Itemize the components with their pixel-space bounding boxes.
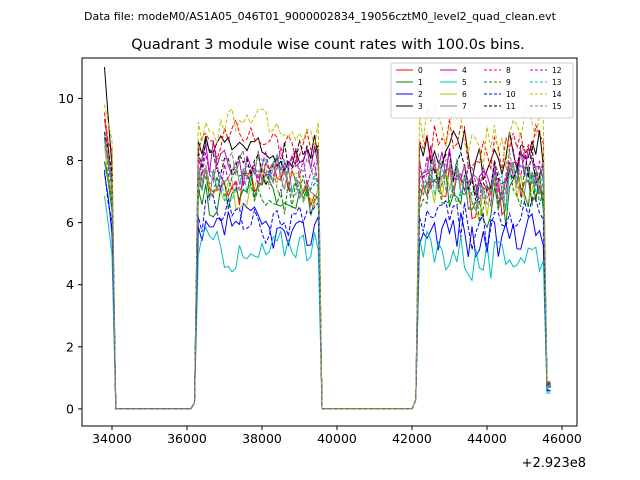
legend-frame — [390, 62, 574, 119]
legend-label-4: 4 — [462, 66, 467, 75]
x-tick-label-36000: 36000 — [167, 431, 207, 446]
x-tick-label-44000: 44000 — [467, 431, 507, 446]
axis-ticks: 34000 36000 38000 40000 42000 44000 46000 0 2 4 6 8… — [58, 91, 582, 446]
legend-label-14: 14 — [552, 90, 562, 99]
legend-label-2: 2 — [418, 90, 423, 99]
legend-label-7: 7 — [462, 102, 467, 111]
y-tick-label-10: 10 — [58, 91, 74, 106]
legend-label-8: 8 — [506, 66, 511, 75]
legend-label-6: 6 — [462, 90, 467, 99]
x-tick-label-38000: 38000 — [242, 431, 282, 446]
x-offset-label: +2.923e8 — [522, 456, 586, 471]
legend-label-11: 11 — [506, 102, 516, 111]
y-tick-label-4: 4 — [66, 277, 74, 292]
plot-frame — [81, 57, 578, 427]
x-tick-label-40000: 40000 — [317, 431, 357, 446]
x-tick-label-46000: 46000 — [542, 431, 582, 446]
y-tick-label-2: 2 — [66, 339, 74, 354]
legend-label-10: 10 — [506, 90, 516, 99]
series-line-15 — [104, 140, 551, 410]
x-tick-label-34000: 34000 — [92, 431, 132, 446]
y-tick-label-0: 0 — [66, 401, 74, 416]
legend-label-3: 3 — [418, 102, 423, 111]
series-layer — [104, 66, 551, 410]
legend-label-5: 5 — [462, 78, 467, 87]
legend-label-0: 0 — [418, 66, 423, 75]
x-tick-label-42000: 42000 — [392, 431, 432, 446]
chart-title: Quadrant 3 module wise count rates with … — [131, 37, 525, 53]
legend-label-15: 15 — [552, 102, 562, 111]
legend-label-1: 1 — [418, 78, 423, 87]
y-tick-label-6: 6 — [66, 215, 74, 230]
legend-label-13: 13 — [552, 78, 562, 87]
legend-label-12: 12 — [552, 66, 562, 75]
legend-label-9: 9 — [506, 78, 511, 87]
y-tick-label-8: 8 — [66, 153, 74, 168]
chart-suptitle: Data file: modeM0/AS1A05_046T01_90000028… — [84, 10, 557, 23]
